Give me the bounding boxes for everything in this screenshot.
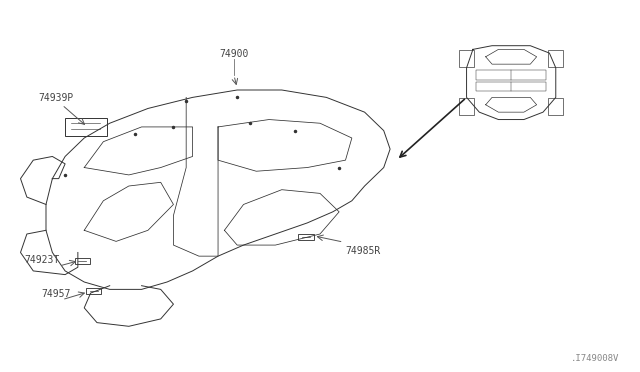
Bar: [476, 70, 546, 80]
Bar: [548, 99, 563, 115]
Bar: [298, 234, 314, 240]
Bar: [65, 118, 106, 136]
Text: 74985R: 74985R: [346, 246, 381, 256]
Bar: [476, 81, 546, 91]
Bar: [459, 99, 474, 115]
Text: .I749008V: .I749008V: [571, 354, 620, 363]
Text: 74957: 74957: [41, 289, 70, 299]
Bar: [459, 51, 474, 67]
Bar: [86, 288, 101, 294]
Bar: [75, 258, 90, 264]
Text: 74939P: 74939P: [38, 93, 73, 103]
Text: 74923T: 74923T: [24, 256, 59, 265]
Text: 74900: 74900: [220, 49, 249, 59]
Bar: [548, 51, 563, 67]
